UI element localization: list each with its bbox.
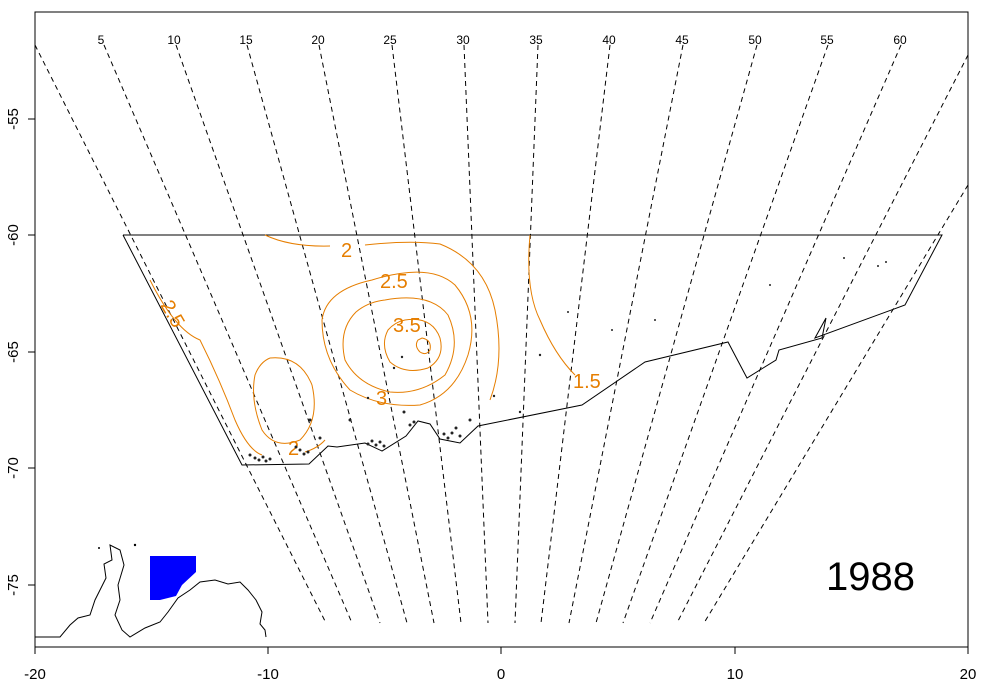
y-tick-label: -75 [5, 574, 22, 596]
meridian-line [540, 44, 611, 624]
x-tick-label: -20 [24, 666, 46, 683]
meridian-label: 30 [456, 33, 470, 47]
meridian-line [246, 44, 408, 624]
meridian-line [568, 44, 684, 624]
meridian-label: 15 [239, 33, 253, 47]
inset-locator-map [35, 543, 267, 638]
meridian-label: 45 [675, 33, 689, 47]
x-tick-label: 10 [727, 666, 744, 683]
meridian-line [622, 44, 829, 624]
contour-label: 1.5 [573, 371, 601, 393]
y-tick-label: -65 [5, 341, 22, 363]
y-tick-label: -70 [5, 457, 22, 479]
meridian-label: 55 [820, 33, 834, 47]
meridian-line [34, 44, 327, 624]
contour-label: 3 [376, 388, 387, 410]
y-axis [28, 118, 35, 586]
meridian-label: 35 [529, 33, 543, 47]
meridian-line [103, 44, 353, 624]
meridian-line [595, 44, 758, 624]
meridian-label: 25 [383, 33, 397, 47]
x-tick-label: -10 [257, 666, 279, 683]
y-tick-label: -55 [5, 108, 22, 130]
meridian-label: 40 [602, 33, 616, 47]
contour-label: 2 [288, 438, 299, 460]
y-tick-label: -60 [5, 224, 22, 246]
contour-lines [149, 234, 576, 456]
contour-2-5-loop [321, 271, 473, 406]
contour-1-5 [528, 234, 576, 376]
meridian-line [676, 54, 969, 624]
contour-3-loop [342, 297, 455, 393]
meridian-label: 5 [98, 33, 105, 47]
contour-2-top [264, 234, 500, 401]
contour-label: 2.5 [156, 297, 189, 332]
meridian-label: 50 [748, 33, 762, 47]
contour-label: 2 [341, 240, 352, 262]
meridian-lines [34, 44, 969, 624]
contour-left-loop [253, 357, 315, 444]
survey-boundary [122, 234, 943, 466]
meridian-label: 10 [167, 33, 181, 47]
contour-label: 3.5 [393, 315, 421, 337]
meridian-line [703, 184, 969, 624]
contour-3-5-loop [384, 318, 442, 371]
meridian-line [649, 44, 902, 624]
x-tick-label: 20 [960, 666, 977, 683]
year-label: 1988 [826, 555, 915, 599]
inset-coastline [35, 544, 267, 638]
meridian-line [175, 44, 381, 624]
meridian-label: 20 [311, 33, 325, 47]
x-tick-label: 0 [497, 666, 505, 683]
meridian-label: 60 [893, 33, 907, 47]
x-axis [34, 647, 969, 654]
contour-4-small [415, 337, 431, 355]
contour-label: 2.5 [380, 271, 408, 293]
meridian-line [463, 44, 489, 624]
meridian-line [391, 44, 462, 624]
plot-frame [34, 11, 969, 648]
observation-markers [248, 257, 887, 463]
meridian-line [514, 44, 539, 624]
inset-highlight [150, 556, 196, 600]
